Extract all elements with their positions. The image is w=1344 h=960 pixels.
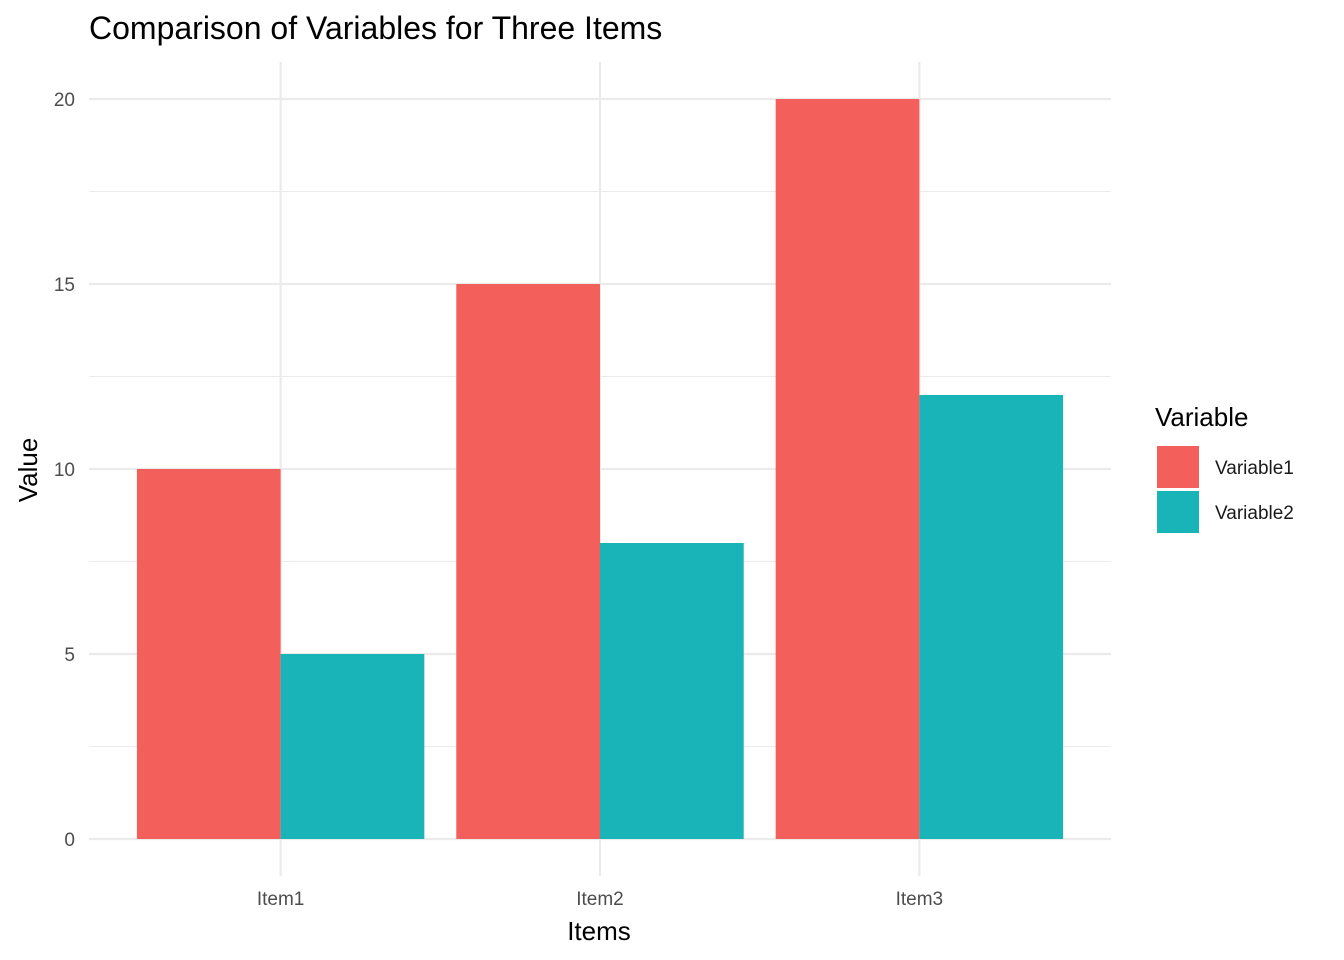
x-axis-title: Items	[567, 916, 631, 946]
legend-key-variable2	[1157, 491, 1199, 533]
x-tick-label: Item3	[896, 889, 944, 910]
chart-title: Comparison of Variables for Three Items	[89, 10, 662, 46]
y-tick-label: 10	[54, 460, 75, 481]
x-axis-ticks: Item1 Item2 Item3	[257, 889, 943, 910]
bar-item3-variable1	[775, 99, 920, 839]
y-tick-label: 0	[64, 830, 75, 851]
y-tick-label: 15	[54, 275, 75, 296]
y-tick-label: 5	[64, 645, 75, 666]
bar-item1-variable2	[280, 654, 425, 839]
legend-label-variable1: Variable1	[1215, 458, 1294, 479]
y-tick-label: 20	[54, 90, 75, 111]
legend: Variable Variable1 Variable2	[1155, 402, 1294, 533]
bar-item1-variable1	[136, 469, 281, 839]
bar-item3-variable2	[919, 395, 1064, 839]
bar-item2-variable2	[600, 543, 744, 839]
legend-title: Variable	[1155, 402, 1248, 432]
bars	[136, 99, 1064, 839]
x-tick-label: Item2	[576, 889, 624, 910]
bar-item2-variable1	[456, 284, 600, 839]
legend-label-variable2: Variable2	[1215, 503, 1294, 524]
y-axis-title: Value	[13, 438, 43, 503]
legend-key-variable1	[1157, 446, 1199, 488]
y-axis-ticks: 0 5 10 15 20	[54, 90, 75, 851]
x-tick-label: Item1	[257, 889, 305, 910]
